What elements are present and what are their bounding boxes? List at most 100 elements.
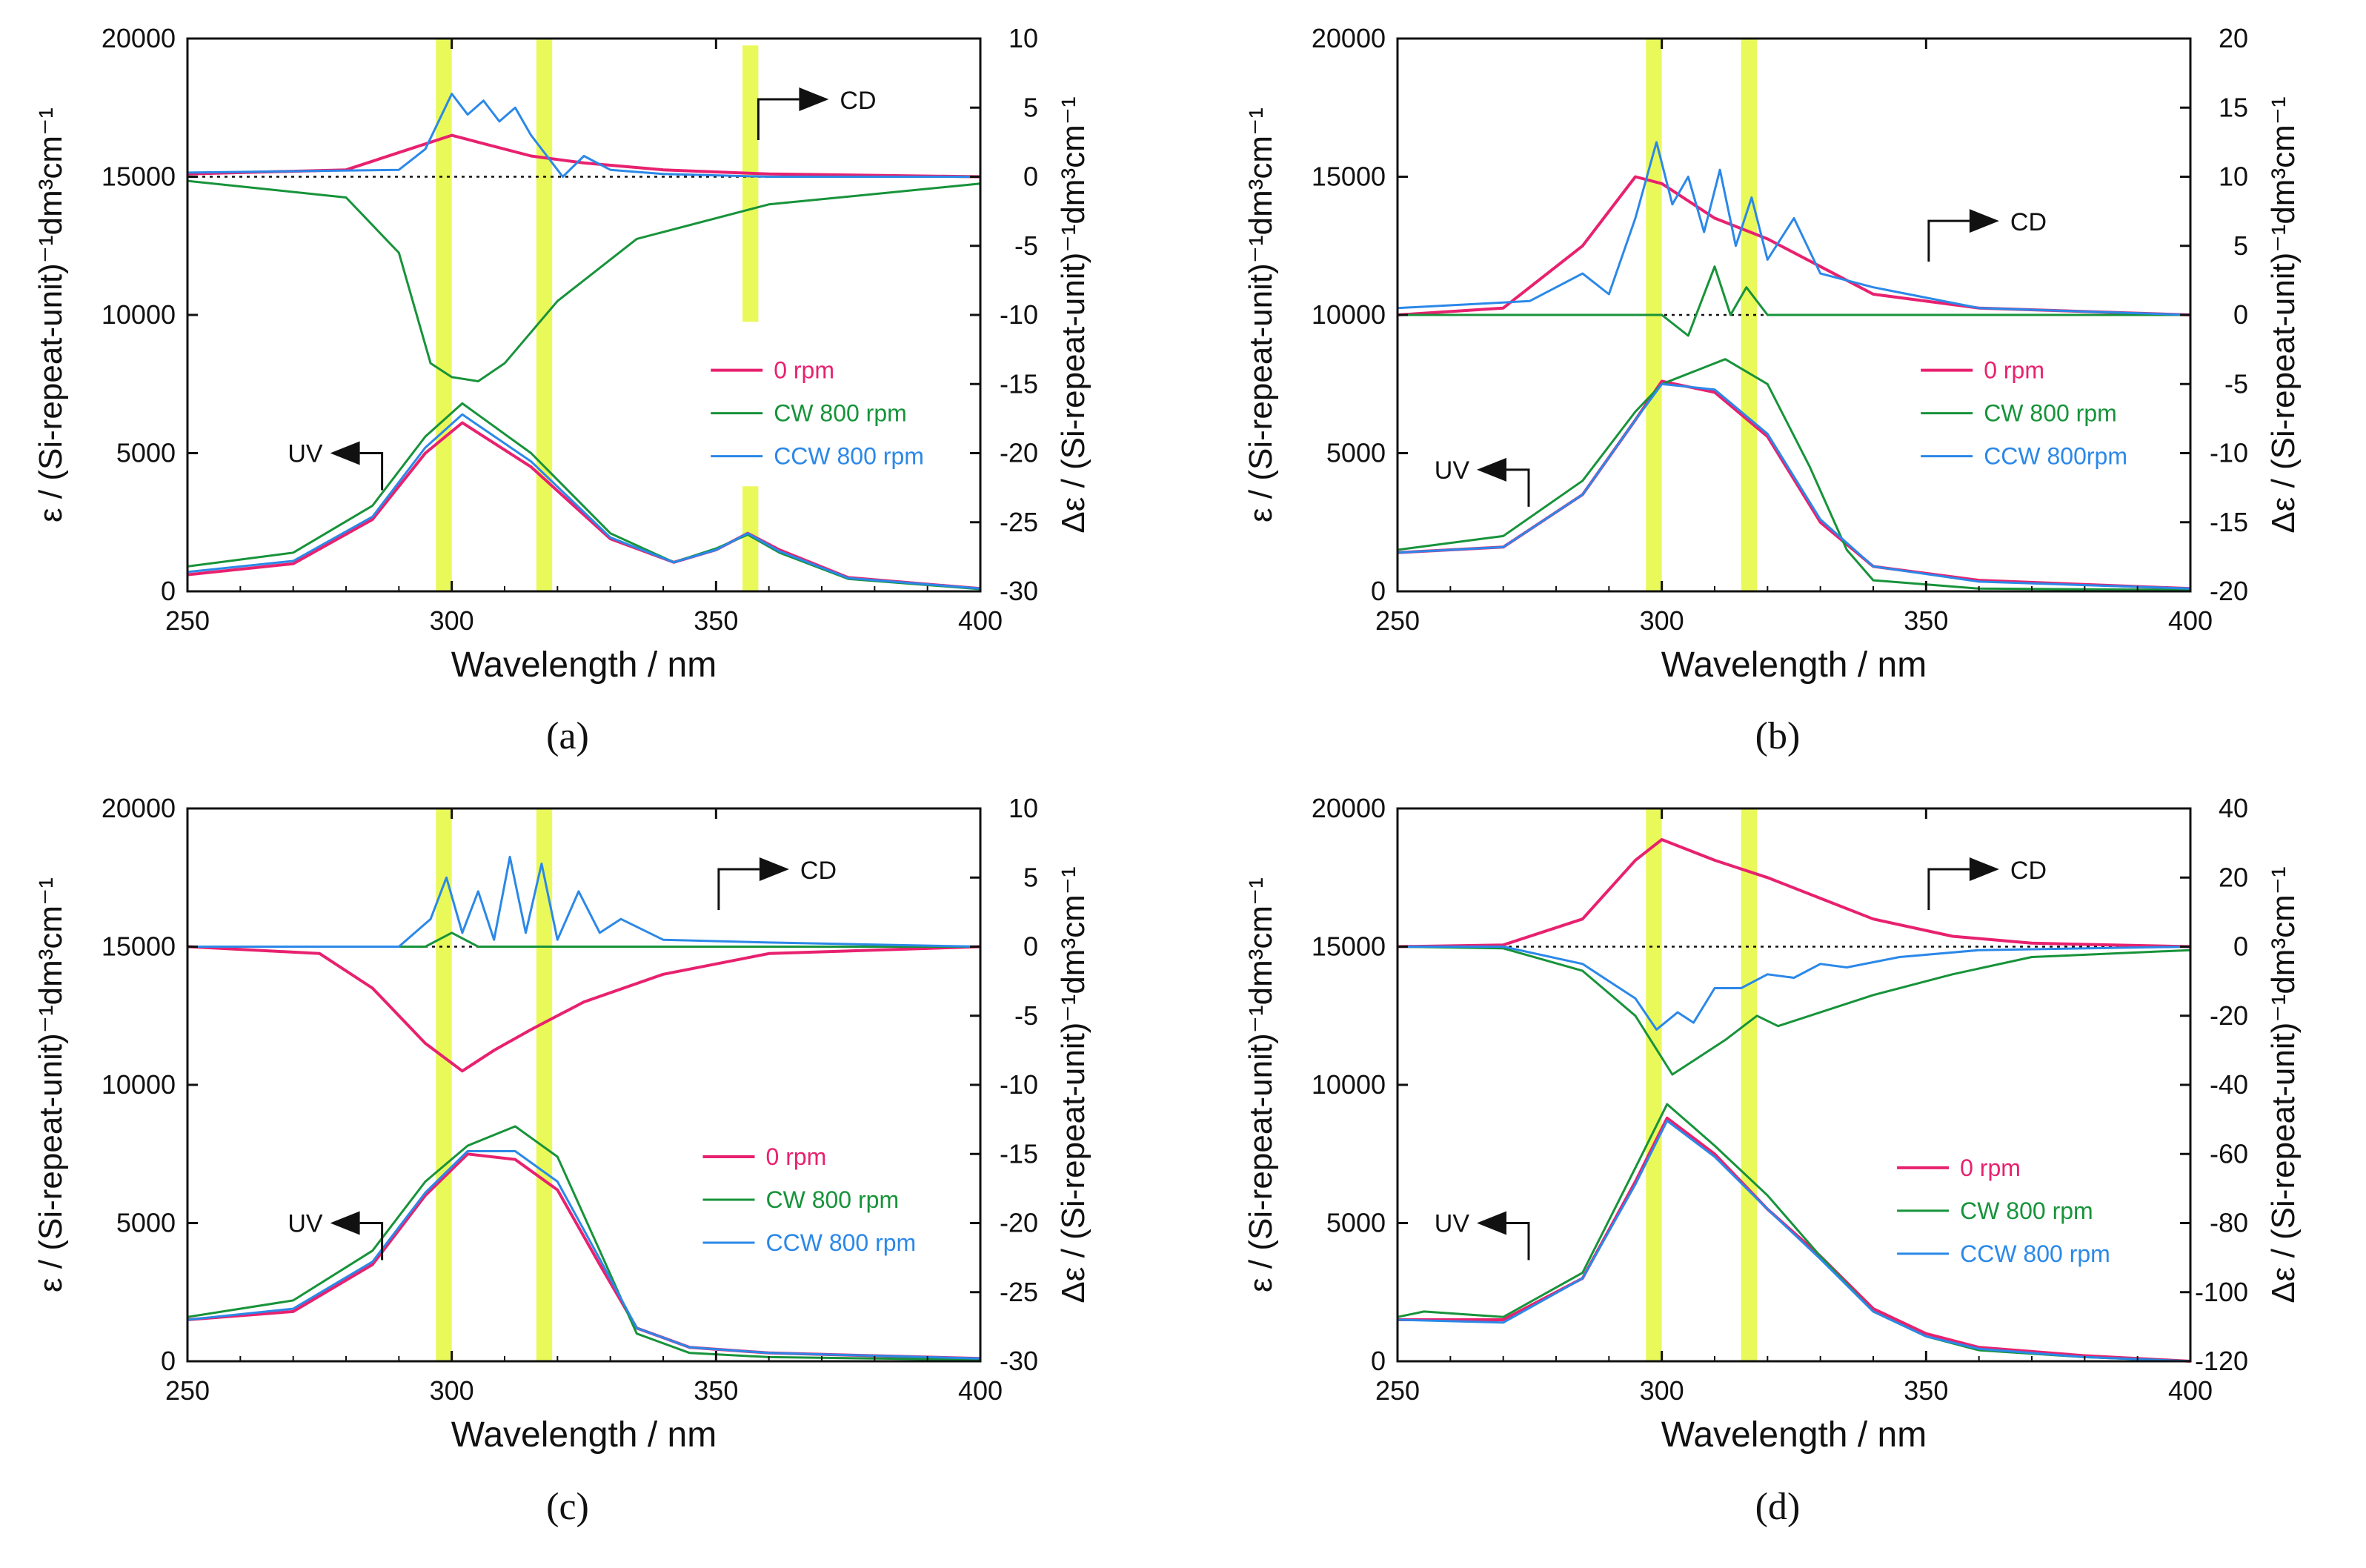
y-right-tick-label: -100 [2195, 1277, 2248, 1307]
y-left-tick-label: 0 [161, 576, 176, 606]
chart-panel-b: 250 300 350 400 0 5000 10000 15000 20000 -20 -15 -1… [1243, 23, 2302, 757]
y-left-tick-label: 10000 [102, 299, 176, 330]
y-left-tick-label: 5000 [116, 438, 176, 468]
y-right-tick-label: -10 [1000, 1069, 1038, 1100]
y-left-tick-label: 15000 [1312, 162, 1386, 192]
x-tick-label: 300 [1640, 605, 1684, 636]
x-tick-label: 400 [2168, 1375, 2213, 1406]
uv-arrow-label: UV [1435, 456, 1470, 485]
highlight-band [1741, 808, 1758, 1361]
highlight-band [536, 808, 553, 1361]
legend-label-cw-800-rpm: CW 800 rpm [774, 400, 907, 427]
legend-label-ccw-800-rpm: CCW 800rpm [1984, 443, 2127, 470]
x-tick-label: 250 [1375, 605, 1420, 636]
y-right-tick-label: -10 [2210, 438, 2248, 468]
uv-arrow-line [359, 1222, 384, 1260]
cd-arrow-line [1927, 868, 1970, 911]
highlight-band [742, 45, 759, 322]
y-left-axis-label: ε / (Si-repeat-unit)⁻¹dm³cm⁻¹ [1243, 877, 1279, 1292]
uv-line-zero-rpm [187, 421, 981, 591]
cd-arrow-label: CD [840, 87, 876, 115]
y-left-tick-label: 15000 [102, 162, 176, 192]
panel-caption: (b) [1755, 715, 1801, 757]
y-right-tick-label: 20 [2219, 862, 2248, 892]
cd-arrow-head [1969, 857, 1999, 882]
y-right-tick-label: -20 [1000, 1208, 1038, 1238]
uv-line-ccw-800-rpm [187, 413, 981, 590]
x-tick-label: 400 [2168, 605, 2213, 636]
y-right-tick-label: 5 [1023, 92, 1038, 122]
y-right-tick-label: -60 [2210, 1138, 2248, 1169]
x-tick-label: 350 [1904, 1375, 1948, 1406]
y-left-tick-label: 20000 [1312, 793, 1386, 823]
y-right-tick-label: -30 [1000, 576, 1038, 606]
x-axis-label: Wavelength / nm [1661, 645, 1927, 685]
legend-label-cw-800-rpm: CW 800 rpm [766, 1186, 900, 1213]
y-right-tick-label: -20 [2210, 1000, 2248, 1031]
y-right-tick-label: -25 [1000, 1277, 1038, 1307]
x-tick-label: 350 [1904, 605, 1948, 636]
chart-panel-c: 250 300 350 400 0 5000 10000 15000 20000 -30 -25 -2… [33, 793, 1091, 1528]
legend-label-ccw-800-rpm: CCW 800 rpm [766, 1229, 917, 1256]
cd-arrow-label: CD [800, 857, 837, 885]
cd-line-zero-rpm [1397, 175, 2191, 316]
legend-label-ccw-800-rpm: CCW 800 rpm [1960, 1240, 2110, 1267]
uv-line-cw-800-rpm [187, 402, 981, 591]
uv-line-ccw-800-rpm [1397, 1120, 2191, 1363]
cd-line-cw-800-rpm [1397, 946, 2191, 1076]
y-left-axis-label: ε / (Si-repeat-unit)⁻¹dm³cm⁻¹ [33, 877, 69, 1292]
y-left-axis-label: ε / (Si-repeat-unit)⁻¹dm³cm⁻¹ [33, 107, 69, 522]
panel-caption: (c) [546, 1486, 589, 1528]
y-right-tick-label: 5 [1023, 862, 1038, 892]
y-right-tick-label: -20 [1000, 438, 1038, 468]
chart-panel-d: 250 300 350 40005000100001500020000-120-100… [1243, 793, 2302, 1528]
cd-line-zero-rpm [1397, 838, 2191, 949]
cd-line-cw-800-rpm [1398, 265, 2190, 337]
y-right-tick-label: 10 [1008, 793, 1038, 823]
uv-arrow-head [330, 441, 360, 465]
uv-arrow-line [1506, 1222, 1530, 1260]
y-right-tick-label: -20 [2210, 576, 2248, 606]
cd-line-cw-800-rpm [187, 179, 981, 382]
y-right-tick-label: -25 [1000, 507, 1038, 537]
y-left-tick-label: 15000 [1312, 931, 1386, 962]
uv-arrow-line [1506, 468, 1530, 507]
y-right-tick-label: 10 [2219, 162, 2248, 192]
uv-arrow-head [1477, 1211, 1506, 1235]
y-left-tick-label: 10000 [1312, 299, 1386, 330]
legend-label-zero-rpm: 0 rpm [774, 357, 834, 384]
x-tick-label: 300 [1640, 1375, 1684, 1406]
legend-label-zero-rpm: 0 rpm [766, 1143, 827, 1170]
uv-line-cw-800-rpm [1397, 358, 2191, 591]
cd-line-ccw-800-rpm [1397, 141, 2191, 316]
cd-line-ccw-800-rpm [187, 855, 981, 948]
legend-label-zero-rpm: 0 rpm [1960, 1155, 2021, 1181]
uv-line-cw-800-rpm [187, 1125, 981, 1361]
x-tick-label: 250 [165, 1375, 210, 1406]
y-left-tick-label: 5000 [116, 1208, 176, 1238]
cd-line-zero-rpm [187, 133, 981, 179]
uv-arrow-label: UV [288, 1210, 323, 1238]
y-right-tick-label: 0 [1023, 162, 1038, 192]
y-right-tick-label: -120 [2195, 1346, 2248, 1376]
y-right-tick-label: 20 [2219, 23, 2248, 53]
plot-frame [186, 37, 982, 593]
uv-line-zero-rpm [187, 1152, 981, 1361]
y-right-axis-label: Δε / (Si-repeat-unit)⁻¹dm³cm⁻¹ [1055, 866, 1091, 1303]
y-right-tick-label: 0 [1023, 931, 1038, 962]
cd-arrow-head [799, 87, 829, 112]
x-axis-label: Wavelength / nm [451, 645, 717, 685]
legend-label-zero-rpm: 0 rpm [1984, 357, 2044, 384]
y-right-tick-label: 5 [2233, 230, 2248, 261]
y-left-tick-label: 5000 [1326, 1208, 1386, 1238]
highlight-band [1646, 808, 1662, 1361]
y-right-axis-label: Δε / (Si-repeat-unit)⁻¹dm³cm⁻¹ [1055, 96, 1091, 533]
uv-arrow-label: UV [1435, 1210, 1470, 1238]
x-tick-label: 350 [694, 605, 738, 636]
x-axis-label: Wavelength / nm [1661, 1415, 1927, 1455]
x-axis-label: Wavelength / nm [451, 1415, 717, 1455]
y-left-tick-label: 20000 [102, 23, 176, 53]
y-right-tick-label: -15 [1000, 1138, 1038, 1169]
legend-label-cw-800-rpm: CW 800 rpm [1960, 1197, 2093, 1224]
